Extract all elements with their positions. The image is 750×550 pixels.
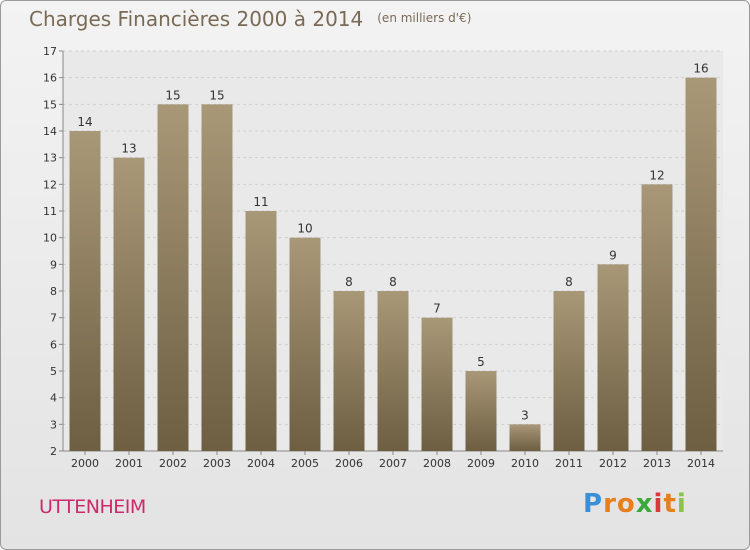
- logo-letter: i: [676, 489, 687, 519]
- x-tick-label: 2005: [291, 457, 319, 470]
- x-tick-label: 2001: [115, 457, 143, 470]
- bar-2004: [245, 211, 277, 451]
- chart-title-text: Charges Financières 2000 à 2014: [29, 7, 364, 31]
- bar-2002: [157, 104, 189, 451]
- bar-2008: [421, 317, 453, 451]
- logo-letter: r: [603, 489, 617, 519]
- logo-letter: o: [616, 489, 636, 519]
- bar-2011: [553, 291, 585, 451]
- bar-value-label: 11: [253, 195, 268, 209]
- bar-value-label: 9: [609, 248, 617, 262]
- x-tick-label: 2002: [159, 457, 187, 470]
- chart-title: Charges Financières 2000 à 2014 (en milli…: [29, 7, 471, 31]
- bar-2000: [69, 131, 101, 451]
- y-tick-label: 17: [43, 45, 57, 58]
- bar-value-label: 8: [345, 275, 353, 289]
- y-tick-label: 7: [50, 312, 57, 325]
- x-tick-label: 2012: [599, 457, 627, 470]
- x-tick-label: 2003: [203, 457, 231, 470]
- bar-value-label: 12: [649, 168, 664, 182]
- x-tick-label: 2011: [555, 457, 583, 470]
- logo-letter: x: [635, 489, 654, 519]
- logo-letter: t: [663, 489, 677, 519]
- bars: [69, 77, 717, 452]
- y-tick-label: 10: [43, 232, 57, 245]
- logo-letter: P: [583, 489, 604, 519]
- bar-2010: [509, 424, 541, 451]
- bar-value-label: 3: [521, 408, 529, 422]
- y-tick-label: 3: [50, 418, 57, 431]
- bar-value-label: 15: [165, 88, 180, 102]
- bar-2013: [641, 184, 673, 452]
- y-tick-label: 8: [50, 285, 57, 298]
- bar-2003: [201, 104, 233, 451]
- x-tick-label: 2009: [467, 457, 495, 470]
- x-tick-label: 2007: [379, 457, 407, 470]
- y-tick-label: 2: [50, 445, 57, 458]
- bar-2005: [289, 237, 321, 451]
- chart-unit: (en milliers d'€): [377, 11, 472, 25]
- y-tick-label: 16: [43, 72, 57, 85]
- bar-2014: [685, 77, 717, 452]
- bar-value-label: 5: [477, 355, 485, 369]
- x-tick-label: 2013: [643, 457, 671, 470]
- y-tick-label: 11: [43, 205, 57, 218]
- bar-value-label: 16: [693, 62, 708, 76]
- bar-value-label: 13: [121, 142, 136, 156]
- bar-2012: [597, 264, 629, 451]
- bar-2006: [333, 291, 365, 451]
- x-tick-label: 2006: [335, 457, 363, 470]
- y-tick-label: 9: [50, 258, 57, 271]
- bar-value-label: 8: [389, 275, 397, 289]
- bar-2001: [113, 157, 145, 451]
- y-tick-label: 13: [43, 152, 57, 165]
- x-tick-label: 2008: [423, 457, 451, 470]
- commune-name: UTTENHEIM: [39, 496, 146, 518]
- bar-value-label: 14: [77, 115, 92, 129]
- bar-value-label: 8: [565, 275, 573, 289]
- bar-value-label: 7: [433, 302, 441, 316]
- x-tick-label: 2014: [687, 457, 715, 470]
- bar-2009: [465, 371, 497, 451]
- y-tick-label: 14: [43, 125, 57, 138]
- y-tick-label: 6: [50, 338, 57, 351]
- logo-letter: i: [653, 489, 664, 519]
- proxiti-logo: Proxiti: [583, 489, 687, 519]
- y-tick-label: 4: [50, 392, 57, 405]
- labels: 2 3 4 5 6 7 8 9 10 11 12 13 14 15 16 17 14 2000 13 2001 15 20…: [43, 45, 715, 470]
- x-tick-label: 2000: [71, 457, 99, 470]
- y-tick-label: 15: [43, 98, 57, 111]
- bar-2007: [377, 291, 409, 451]
- bar-value-label: 10: [297, 222, 312, 236]
- y-tick-label: 12: [43, 178, 57, 191]
- x-tick-label: 2004: [247, 457, 275, 470]
- bar-value-label: 15: [209, 88, 224, 102]
- x-tick-label: 2010: [511, 457, 539, 470]
- y-tick-label: 5: [50, 365, 57, 378]
